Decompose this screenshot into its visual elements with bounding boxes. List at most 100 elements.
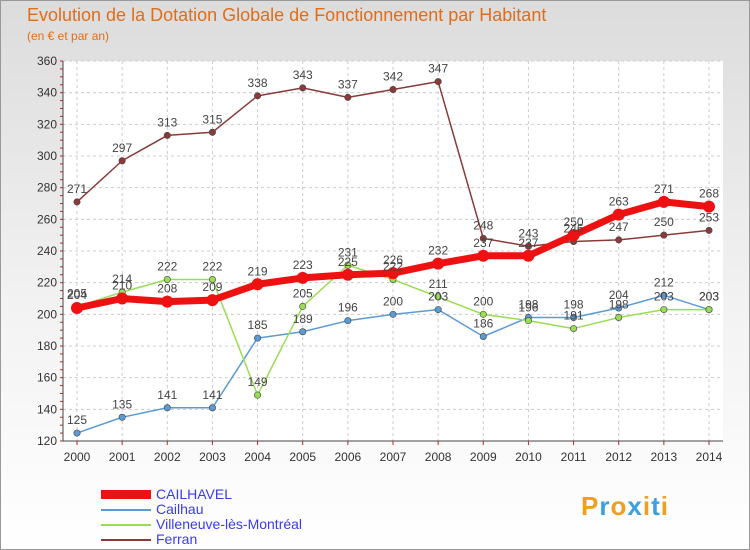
x-tick-label: 2007 — [380, 450, 407, 464]
logo-letter: P — [581, 491, 600, 521]
data-label-ferran: 338 — [248, 76, 268, 90]
data-label-ferran: 253 — [699, 210, 719, 224]
data-point-ferran — [524, 242, 532, 250]
data-label-villeneuve-les-montreal: 214 — [112, 272, 132, 286]
data-label-villeneuve-les-montreal: 191 — [564, 309, 584, 323]
data-point-cailhavel — [477, 249, 490, 262]
data-label-cailhavel: 271 — [654, 182, 674, 196]
data-label-ferran: 342 — [383, 70, 403, 84]
logo-letter: i — [660, 491, 669, 521]
data-point-cailhavel — [657, 195, 670, 208]
data-point-ferran — [118, 157, 126, 165]
x-tick-label: 2013 — [651, 450, 678, 464]
data-label-ferran: 271 — [67, 182, 87, 196]
data-point-villeneuve-les-montreal — [524, 317, 532, 325]
legend-label: Ferran — [156, 531, 198, 547]
data-label-villeneuve-les-montreal: 231 — [338, 245, 358, 259]
data-point-cailhavel — [251, 278, 264, 291]
legend-label: Villeneuve-lès-Montréal — [156, 516, 303, 532]
data-point-villeneuve-les-montreal — [705, 306, 713, 314]
data-label-cailhau: 141 — [157, 388, 177, 402]
data-point-cailhavel — [432, 257, 445, 270]
logo-letter: x — [627, 491, 643, 521]
legend-swatch — [101, 509, 151, 511]
data-label-villeneuve-les-montreal: 222 — [202, 260, 222, 274]
data-point-cailhau — [344, 317, 352, 325]
data-point-ferran — [344, 93, 352, 101]
x-tick-label: 2009 — [470, 450, 497, 464]
data-point-villeneuve-les-montreal — [208, 275, 216, 283]
data-point-cailhavel — [161, 295, 174, 308]
data-label-cailhau: 198 — [564, 298, 584, 312]
y-tick-label: 280 — [37, 181, 57, 195]
data-label-cailhavel: 250 — [564, 215, 584, 229]
data-label-cailhau: 204 — [609, 288, 629, 302]
data-label-ferran: 343 — [293, 68, 313, 82]
data-label-villeneuve-les-montreal: 222 — [383, 260, 403, 274]
legend-swatch — [101, 524, 151, 526]
data-point-ferran — [660, 231, 668, 239]
data-label-cailhavel: 223 — [293, 258, 313, 272]
y-tick-label: 240 — [37, 244, 57, 258]
data-point-cailhau — [208, 404, 216, 412]
proxiti-logo: Proxiti — [581, 491, 669, 522]
data-label-cailhavel: 268 — [699, 187, 719, 201]
data-point-ferran — [389, 86, 397, 94]
y-tick-label: 260 — [37, 212, 57, 226]
data-label-cailhavel: 226 — [383, 253, 403, 267]
x-tick-label: 2006 — [335, 450, 362, 464]
data-point-cailhavel — [703, 200, 715, 213]
data-label-cailhau: 135 — [112, 397, 132, 411]
x-tick-label: 2001 — [109, 450, 136, 464]
data-label-cailhavel: 237 — [473, 236, 493, 250]
data-label-ferran: 313 — [157, 115, 177, 129]
legend-label: CAILHAVEL — [156, 486, 232, 502]
data-label-cailhavel: 232 — [428, 244, 448, 258]
y-tick-label: 360 — [37, 54, 57, 68]
data-label-cailhau: 125 — [67, 413, 87, 427]
y-tick-label: 320 — [37, 117, 57, 131]
data-label-ferran: 250 — [654, 215, 674, 229]
x-tick-label: 2000 — [64, 450, 91, 464]
data-label-ferran: 247 — [609, 220, 629, 234]
data-label-ferran: 248 — [473, 218, 493, 232]
data-point-cailhau — [118, 413, 126, 421]
x-tick-label: 2004 — [244, 450, 271, 464]
data-point-ferran — [73, 198, 81, 206]
data-point-cailhavel — [612, 208, 625, 221]
data-point-villeneuve-les-montreal — [660, 306, 668, 314]
y-tick-label: 160 — [37, 371, 57, 385]
data-point-cailhau — [163, 404, 171, 412]
data-label-cailhavel: 263 — [609, 195, 629, 209]
data-label-cailhavel: 210 — [112, 279, 132, 293]
data-point-ferran — [254, 92, 262, 100]
x-tick-label: 2014 — [696, 450, 723, 464]
data-point-villeneuve-les-montreal — [163, 275, 171, 283]
data-label-cailhau: 185 — [248, 318, 268, 332]
data-point-villeneuve-les-montreal — [615, 313, 623, 321]
x-tick-label: 2012 — [605, 450, 632, 464]
data-point-ferran — [705, 226, 713, 234]
data-label-villeneuve-les-montreal: 149 — [248, 375, 268, 389]
logo-letter: t — [651, 491, 661, 521]
data-label-cailhau: 196 — [338, 301, 358, 315]
data-point-ferran — [615, 236, 623, 244]
y-tick-label: 140 — [37, 402, 57, 416]
x-tick-label: 2010 — [515, 450, 542, 464]
data-label-villeneuve-les-montreal: 205 — [293, 286, 313, 300]
data-label-cailhau: 203 — [699, 290, 719, 304]
data-point-villeneuve-les-montreal — [434, 293, 442, 301]
data-label-ferran: 347 — [428, 62, 448, 76]
x-tick-label: 2011 — [561, 450, 587, 464]
data-point-villeneuve-les-montreal — [479, 310, 487, 318]
data-point-ferran — [208, 128, 216, 136]
data-label-cailhau: 200 — [383, 294, 403, 308]
data-point-cailhavel — [116, 292, 129, 305]
data-label-villeneuve-les-montreal: 205 — [67, 286, 87, 300]
chart-subtitle: (en € et par an) — [27, 29, 110, 43]
data-label-ferran: 315 — [202, 112, 222, 126]
x-tick-label: 2008 — [425, 450, 452, 464]
y-tick-label: 180 — [37, 339, 57, 353]
data-point-villeneuve-les-montreal — [254, 391, 262, 399]
